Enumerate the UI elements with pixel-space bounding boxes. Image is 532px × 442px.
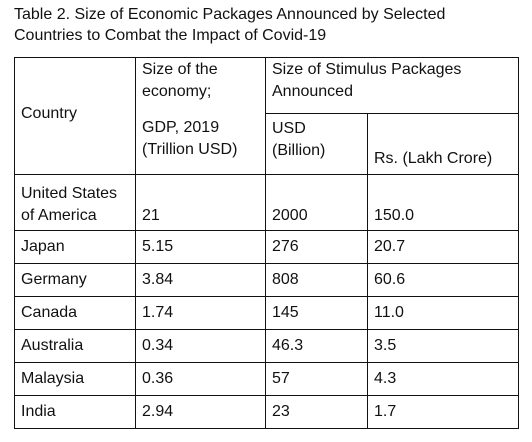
header-gdp-line-2: (Trillion USD): [142, 141, 238, 158]
gdp-cell: 3.84: [135, 263, 266, 297]
country-cell: Japan: [14, 230, 136, 264]
header-economy-line-2: economy;: [142, 83, 212, 100]
table-row: Australia 0.34 46.3 3.5: [14, 329, 520, 363]
header-gdp-line-1: GDP, 2019: [142, 119, 220, 136]
country-cell: Canada: [14, 296, 136, 330]
header-economy-line-1: Size of the: [142, 61, 218, 78]
table-row: Japan 5.15 276 20.7: [14, 230, 520, 264]
country-line-1: United States: [21, 185, 118, 202]
header-economy: Size of the economy; GDP, 2019 (Trillion…: [135, 57, 266, 175]
rs-cell: 1.7: [366, 395, 520, 429]
country-cell: Germany: [14, 263, 136, 297]
rs-cell: 60.6: [366, 263, 520, 297]
country-cell: United States of America: [14, 174, 136, 231]
table-row: Canada 1.74 145 11.0: [14, 296, 520, 330]
table-row: United States of America 21 2000 150.0: [14, 174, 520, 231]
table-row: Malaysia 0.36 57 4.3: [14, 362, 520, 396]
header-row-bottom: USD (Billion) Rs. (Lakh Crore): [15, 113, 520, 175]
usd-cell: 145: [265, 296, 368, 330]
usd-cell: 276: [265, 230, 368, 264]
country-cell: Malaysia: [14, 362, 136, 396]
usd-cell: 2000: [265, 174, 368, 231]
gdp-cell: 0.36: [135, 362, 266, 396]
country-line-2: of America: [21, 207, 97, 224]
header-economy-gap: [142, 103, 259, 117]
gdp-cell: 2.94: [135, 395, 266, 429]
rs-cell: 11.0: [366, 296, 520, 330]
header-usd: USD (Billion): [265, 113, 368, 175]
stimulus-table: Country Size of the economy; GDP, 2019 (…: [14, 57, 520, 429]
caption-line-2: Countries to Combat the Impact of Covid-…: [14, 27, 327, 44]
usd-cell: 23: [265, 395, 368, 429]
rs-cell: 20.7: [366, 230, 520, 264]
header-stimulus: Size of Stimulus Packages Announced: [264, 57, 520, 114]
usd-cell: 57: [265, 362, 368, 396]
usd-cell: 46.3: [265, 329, 368, 363]
header-stimulus-line-2: Announced: [272, 83, 353, 100]
header-row-top: Country Size of the economy; GDP, 2019 (…: [14, 57, 520, 175]
caption-line-1: Table 2. Size of Economic Packages Annou…: [14, 6, 446, 23]
header-rs: Rs. (Lakh Crore): [366, 113, 520, 175]
header-usd-line-2: (Billion): [272, 142, 326, 159]
gdp-cell: 5.15: [135, 230, 266, 264]
header-usd-line-1: USD: [272, 120, 306, 137]
table-caption: Table 2. Size of Economic Packages Annou…: [14, 4, 524, 46]
gdp-cell: 21: [135, 174, 266, 231]
header-stimulus-line-1: Size of Stimulus Packages: [272, 61, 462, 78]
table-row: India 2.94 23 1.7: [14, 395, 520, 429]
table-row: Germany 3.84 808 60.6: [14, 263, 520, 297]
country-cell: Australia: [14, 329, 136, 363]
rs-cell: 3.5: [366, 329, 520, 363]
rs-cell: 4.3: [366, 362, 520, 396]
gdp-cell: 1.74: [135, 296, 266, 330]
usd-cell: 808: [265, 263, 368, 297]
rs-cell: 150.0: [366, 174, 520, 231]
header-country: Country: [14, 57, 136, 175]
country-cell: India: [14, 395, 136, 429]
gdp-cell: 0.34: [135, 329, 266, 363]
